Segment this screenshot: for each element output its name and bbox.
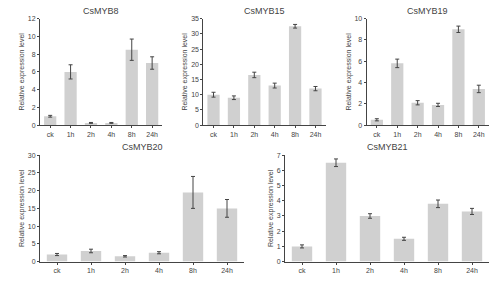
svg-text:2h: 2h: [87, 131, 95, 138]
svg-text:20: 20: [28, 187, 36, 194]
svg-text:8h: 8h: [189, 267, 197, 274]
svg-text:Relative expression level: Relative expression level: [18, 169, 26, 247]
svg-text:25: 25: [28, 169, 36, 176]
svg-text:24h: 24h: [473, 131, 485, 138]
svg-text:20: 20: [191, 61, 199, 68]
svg-text:1: 1: [277, 243, 281, 250]
svg-text:8h: 8h: [455, 131, 463, 138]
svg-text:30: 30: [191, 30, 199, 37]
svg-text:4h: 4h: [434, 131, 442, 138]
svg-text:0: 0: [277, 258, 281, 265]
svg-text:4h: 4h: [155, 267, 163, 274]
svg-text:15: 15: [191, 76, 199, 83]
svg-text:10: 10: [354, 15, 362, 22]
svg-text:24h: 24h: [466, 267, 478, 274]
svg-text:1h: 1h: [230, 131, 238, 138]
svg-text:2h: 2h: [250, 131, 258, 138]
svg-text:Relative expression level: Relative expression level: [181, 33, 189, 111]
svg-text:8h: 8h: [128, 131, 136, 138]
svg-text:10: 10: [28, 223, 36, 230]
svg-text:10: 10: [28, 33, 36, 40]
svg-text:2: 2: [277, 228, 281, 235]
svg-text:2h: 2h: [366, 267, 374, 274]
svg-text:4h: 4h: [271, 131, 279, 138]
svg-text:ck: ck: [54, 267, 62, 274]
svg-text:ck: ck: [299, 267, 307, 274]
svg-text:Relative expression level: Relative expression level: [18, 33, 26, 111]
svg-text:ck: ck: [373, 131, 381, 138]
svg-text:5: 5: [32, 240, 36, 247]
svg-text:24h: 24h: [221, 267, 233, 274]
svg-text:CsMYB21: CsMYB21: [367, 142, 408, 152]
svg-text:6: 6: [32, 68, 36, 75]
svg-text:1h: 1h: [393, 131, 401, 138]
svg-text:CsMYB15: CsMYB15: [244, 6, 285, 16]
svg-text:30: 30: [28, 152, 36, 159]
svg-text:Relative expression level: Relative expression level: [267, 169, 275, 247]
svg-text:0: 0: [195, 122, 199, 129]
svg-text:8: 8: [358, 36, 362, 43]
svg-text:2h: 2h: [414, 131, 422, 138]
svg-text:7: 7: [277, 152, 281, 159]
svg-text:CsMYB8: CsMYB8: [83, 6, 119, 16]
svg-text:0: 0: [32, 258, 36, 265]
svg-text:12: 12: [28, 15, 36, 22]
svg-text:2: 2: [32, 104, 36, 111]
svg-text:6: 6: [277, 167, 281, 174]
svg-text:5: 5: [277, 182, 281, 189]
svg-text:3: 3: [277, 212, 281, 219]
svg-text:24h: 24h: [146, 131, 158, 138]
svg-text:25: 25: [191, 46, 199, 53]
svg-text:4: 4: [32, 86, 36, 93]
svg-text:1h: 1h: [332, 267, 340, 274]
svg-text:4h: 4h: [107, 131, 115, 138]
svg-text:1h: 1h: [87, 267, 95, 274]
svg-text:Relative expression level: Relative expression level: [345, 33, 353, 111]
svg-text:35: 35: [191, 15, 199, 22]
svg-text:8: 8: [32, 51, 36, 58]
svg-text:1h: 1h: [67, 131, 75, 138]
svg-text:4h: 4h: [400, 267, 408, 274]
svg-text:2h: 2h: [121, 267, 129, 274]
svg-text:2: 2: [358, 100, 362, 107]
svg-text:ck: ck: [47, 131, 55, 138]
svg-text:ck: ck: [210, 131, 218, 138]
svg-text:CsMYB19: CsMYB19: [407, 6, 448, 16]
svg-text:8h: 8h: [291, 131, 299, 138]
svg-text:0: 0: [32, 122, 36, 129]
svg-text:4: 4: [277, 197, 281, 204]
svg-text:24h: 24h: [310, 131, 322, 138]
svg-text:10: 10: [191, 91, 199, 98]
svg-text:5: 5: [195, 106, 199, 113]
svg-text:15: 15: [28, 205, 36, 212]
svg-text:0: 0: [358, 122, 362, 129]
svg-text:CsMYB20: CsMYB20: [122, 142, 163, 152]
svg-text:4: 4: [358, 79, 362, 86]
svg-text:6: 6: [358, 58, 362, 65]
svg-text:8h: 8h: [434, 267, 442, 274]
